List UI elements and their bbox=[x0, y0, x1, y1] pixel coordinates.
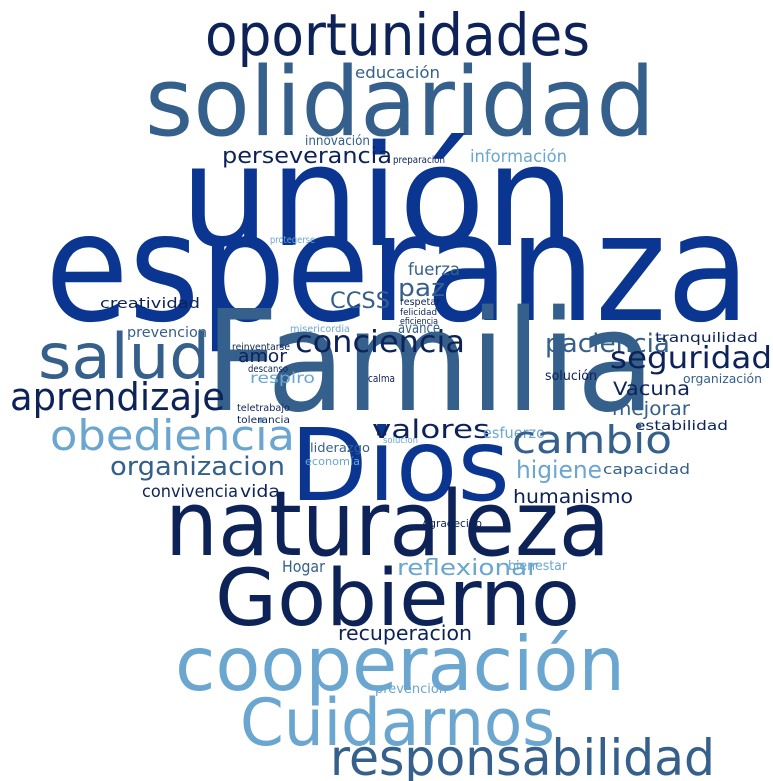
word: liderazgo bbox=[310, 441, 370, 455]
word: tranquilidad bbox=[655, 331, 758, 346]
word: capacidad bbox=[603, 462, 690, 478]
word: reinventarse bbox=[232, 342, 290, 353]
word: humanismo bbox=[513, 486, 633, 508]
word: seguridad bbox=[610, 341, 772, 376]
word: Agradecido bbox=[422, 517, 482, 530]
word: tolerancia bbox=[237, 415, 290, 426]
word: innovación bbox=[305, 134, 370, 149]
word: respetar bbox=[400, 297, 441, 308]
word: fuerza bbox=[408, 260, 460, 280]
word: salud bbox=[38, 320, 210, 393]
word: CCSS bbox=[330, 289, 390, 314]
word: teletrabajo bbox=[237, 403, 290, 414]
word: eficiencia bbox=[400, 317, 438, 327]
word: cambio bbox=[512, 418, 672, 462]
word: higiene bbox=[516, 456, 602, 484]
word: organización bbox=[683, 372, 762, 386]
word: respiro bbox=[250, 369, 315, 387]
word: Hogar bbox=[282, 557, 325, 576]
word: misericordia bbox=[290, 324, 350, 335]
word: obediencia bbox=[50, 411, 295, 460]
word: recuperacion bbox=[338, 621, 472, 645]
word: Gobierno bbox=[215, 554, 580, 644]
word: paz bbox=[398, 274, 445, 302]
word: prevención bbox=[375, 682, 447, 697]
word: Cuidarnos bbox=[240, 686, 555, 761]
word: estabilidad bbox=[635, 419, 728, 434]
word: conciencia bbox=[295, 325, 465, 360]
word: reflexionar bbox=[397, 556, 539, 581]
word: descanso bbox=[248, 364, 288, 375]
word: vida bbox=[240, 482, 280, 502]
word: esperanza bbox=[45, 182, 750, 356]
word: solución bbox=[545, 369, 597, 384]
word: Familia bbox=[205, 281, 655, 444]
word: esfuerzo bbox=[483, 424, 545, 442]
word: oportunidades bbox=[205, 1, 590, 69]
word: paciencia bbox=[545, 329, 670, 359]
word: aprendizaje bbox=[10, 375, 225, 419]
word: unión bbox=[180, 116, 575, 279]
word: avance bbox=[398, 319, 440, 337]
word: naturaleza bbox=[165, 472, 610, 577]
word: mejorar bbox=[612, 398, 690, 420]
word: solidaridad bbox=[145, 48, 655, 158]
word: educación bbox=[355, 63, 440, 82]
word: Vacuna bbox=[613, 378, 690, 400]
word: prevencion bbox=[127, 325, 207, 341]
word: valores bbox=[372, 415, 490, 445]
word: organizacion bbox=[110, 452, 285, 482]
word: solucion bbox=[383, 436, 418, 446]
word: economía bbox=[305, 455, 360, 468]
word: responsabilidad bbox=[330, 729, 715, 781]
word: información bbox=[470, 147, 567, 167]
word: protegerse bbox=[270, 235, 315, 246]
word: Dios bbox=[290, 407, 510, 524]
word: perseverancia bbox=[222, 144, 392, 169]
word: cooperación bbox=[175, 620, 625, 708]
word: amor bbox=[238, 346, 288, 367]
word: convivencia bbox=[142, 482, 238, 502]
word: bienestar bbox=[508, 559, 568, 574]
word: creatividad bbox=[100, 296, 200, 312]
word: calma bbox=[368, 372, 395, 385]
word: preparacion bbox=[393, 155, 445, 166]
word: felicidad bbox=[400, 308, 437, 318]
